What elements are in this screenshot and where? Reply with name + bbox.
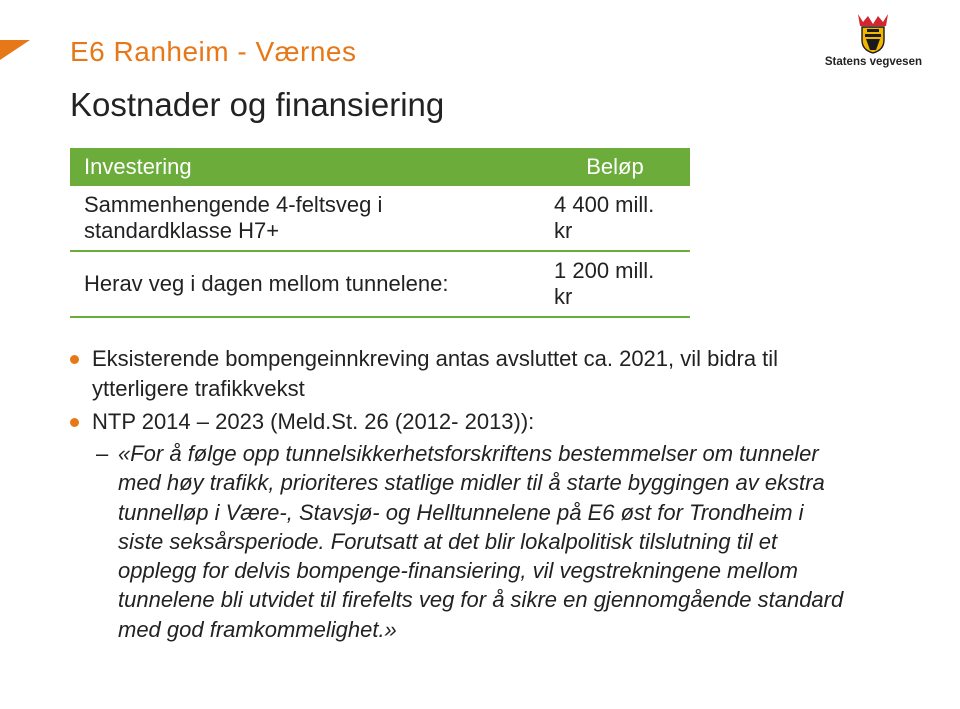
table-cell-label: Sammenhengende 4-feltsveg i standardklas… — [70, 186, 530, 251]
table-row: Herav veg i dagen mellom tunnelene: 1 20… — [70, 251, 690, 317]
bullet-text: NTP 2014 – 2023 (Meld.St. 26 (2012- 2013… — [92, 409, 534, 434]
bullet-text: Eksisterende bompengeinnkreving antas av… — [92, 346, 778, 401]
slide-title: Kostnader og finansiering — [70, 86, 840, 124]
table-row: Sammenhengende 4-feltsveg i standardklas… — [70, 186, 690, 251]
accent-triangle — [0, 40, 30, 60]
bullet-item: Eksisterende bompengeinnkreving antas av… — [70, 344, 850, 403]
table-cell-amount: 4 400 mill. kr — [530, 186, 690, 251]
slide: Statens vegvesen E6 Ranheim - Værnes Kos… — [0, 0, 960, 709]
table-header-col1: Investering — [70, 148, 530, 186]
shield-crown-icon — [846, 12, 900, 54]
table-cell-amount: 1 200 mill. kr — [530, 251, 690, 317]
bullet-list: Eksisterende bompengeinnkreving antas av… — [70, 344, 850, 644]
project-name: E6 Ranheim - Værnes — [70, 36, 840, 68]
bullet-item: NTP 2014 – 2023 (Meld.St. 26 (2012- 2013… — [70, 407, 850, 643]
table-header-col2: Beløp — [530, 148, 690, 186]
table-header-row: Investering Beløp — [70, 148, 690, 186]
sub-bullet-item: «For å følge opp tunnelsikkerhetsforskri… — [92, 439, 850, 644]
table-cell-label: Herav veg i dagen mellom tunnelene: — [70, 251, 530, 317]
sub-bullet-list: «For å følge opp tunnelsikkerhetsforskri… — [92, 439, 850, 644]
cost-table: Investering Beløp Sammenhengende 4-felts… — [70, 148, 690, 318]
sub-bullet-text: «For å følge opp tunnelsikkerhetsforskri… — [118, 441, 843, 642]
content-area: E6 Ranheim - Værnes Kostnader og finansi… — [70, 36, 840, 648]
